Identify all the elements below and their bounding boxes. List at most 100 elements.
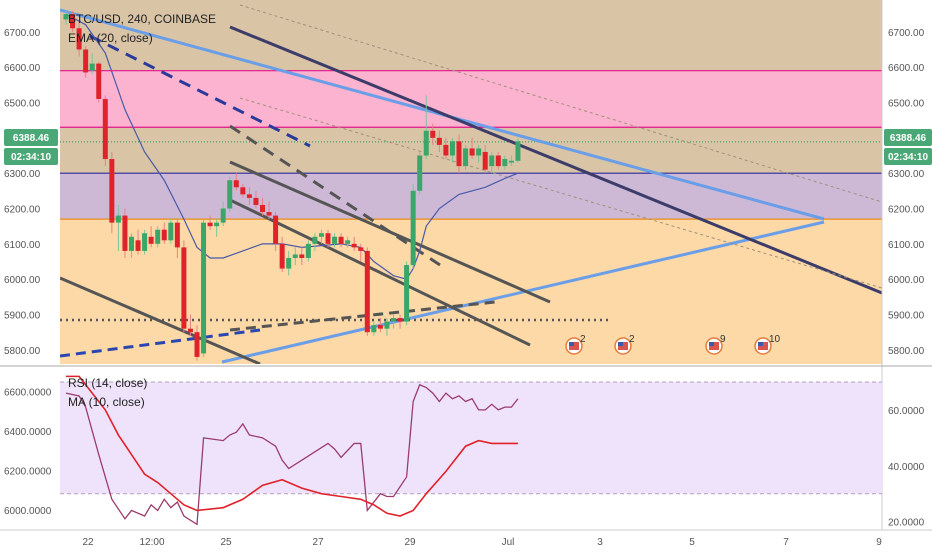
candle-body-40 — [325, 233, 331, 244]
left-countdown-label: 02:34:10 — [11, 152, 51, 163]
y-tick-right: 6600.00 — [888, 63, 925, 74]
us-flag-canton — [709, 342, 714, 346]
candle-body-53 — [410, 190, 416, 266]
candle-body-9 — [122, 215, 128, 251]
x-tick-label: 25 — [220, 537, 232, 548]
y-tick-right: 6500.00 — [888, 98, 925, 109]
candle-body-69 — [515, 141, 521, 161]
event-flag-3[interactable]: 10 — [754, 334, 781, 355]
rsi-lines — [65, 375, 519, 526]
candle-body-13 — [148, 236, 154, 244]
candle-body-26 — [233, 180, 239, 188]
rsi-y-tick-right: 60.0000 — [888, 406, 925, 417]
x-tick-label: 12:00 — [139, 537, 164, 548]
candle-body-30 — [260, 204, 265, 213]
horizontal-levels — [60, 70, 882, 220]
x-tick-label: 9 — [876, 537, 882, 548]
candle-body-16 — [168, 222, 174, 241]
left-price-badges: 6388.46 02:34:10 — [4, 129, 58, 165]
candle-body-19 — [187, 328, 193, 333]
trend-lines[interactable] — [60, 4, 882, 364]
gray-channel-bottom — [60, 276, 261, 364]
candle-body-44 — [351, 243, 357, 248]
candle-body-37 — [305, 243, 311, 258]
candle-body-63 — [476, 148, 482, 156]
x-axis-labels: 22 12:00 25 27 29 Jul 3 5 7 9 24 — [82, 537, 882, 548]
candle-body-17 — [174, 222, 180, 248]
dark-channel-top — [229, 25, 882, 295]
event-flag-0[interactable]: 2 — [565, 334, 586, 355]
rsi-y-tick-left: 6200.0000 — [4, 467, 52, 478]
candle-body-50 — [391, 318, 396, 322]
dashed-blue-desc — [89, 34, 311, 148]
candle-body-38 — [312, 236, 318, 244]
candle-body-31 — [266, 212, 272, 216]
x-tick-label: 5 — [689, 537, 695, 548]
candle-body-11 — [135, 240, 141, 251]
right-countdown-label: 02:34:10 — [888, 152, 928, 163]
candle-body-51 — [397, 318, 403, 322]
dashed-blue-line — [60, 328, 261, 358]
event-flag-1[interactable]: 2 — [614, 334, 635, 355]
candle-body-32 — [273, 215, 279, 244]
rsi-panel[interactable]: 6000.0000 6200.0000 6400.0000 6600.0000 20.0… — [4, 375, 925, 529]
rsi-y-axis-labels: 6000.0000 6200.0000 6400.0000 6600.0000 20.0… — [4, 388, 925, 529]
candle-body-60 — [456, 141, 462, 167]
candle-body-18 — [181, 247, 187, 329]
us-flag-canton — [758, 342, 763, 346]
candle-body-36 — [299, 254, 305, 258]
y-tick-right: 6300.00 — [888, 169, 925, 180]
candle-body-28 — [246, 194, 252, 198]
ema-polyline — [65, 13, 519, 280]
candle-body-1 — [70, 14, 76, 29]
y-tick-left: 6700.00 — [4, 28, 41, 39]
x-tick-label: 27 — [312, 537, 324, 548]
zone-3 — [60, 173, 882, 220]
event-flag-2[interactable]: 9 — [705, 334, 726, 355]
candle-body-48 — [377, 325, 383, 329]
candle-body-42 — [338, 236, 344, 244]
candle-body-45 — [358, 247, 364, 251]
candle-body-67 — [502, 159, 508, 167]
left-countdown-badge — [4, 148, 58, 165]
candle-body-5 — [96, 63, 102, 99]
candle-body-54 — [417, 155, 423, 191]
event-flags[interactable]: 2 2 9 10 — [565, 334, 781, 355]
flag-count-label: 9 — [720, 334, 726, 345]
x-tick-label: Jul — [502, 537, 515, 548]
candle-body-52 — [404, 265, 410, 322]
y-tick-right: 5900.00 — [888, 311, 925, 322]
candle-body-3 — [83, 49, 89, 73]
main-panel[interactable]: 2 2 9 10 — [60, 0, 882, 364]
ma-legend-label: MA (10, close) — [68, 395, 145, 409]
rsi-y-tick-left: 6000.0000 — [4, 506, 52, 517]
flag-count-label: 2 — [580, 334, 586, 345]
candle-body-14 — [155, 229, 161, 244]
thin-dashed-1 — [239, 4, 882, 203]
candle-body-41 — [332, 236, 338, 244]
candle-body-39 — [318, 233, 324, 237]
candle-body-49 — [384, 321, 390, 329]
candle-body-57 — [436, 137, 442, 145]
rsi-band-fill — [60, 381, 882, 494]
candle-body-46 — [364, 250, 370, 333]
candle-body-65 — [489, 155, 495, 167]
candle-body-15 — [161, 229, 167, 241]
ema-line — [65, 13, 519, 280]
candle-body-35 — [292, 254, 298, 258]
candle-body-27 — [240, 187, 246, 195]
x-tick-label: 7 — [783, 537, 789, 548]
candle-body-62 — [469, 148, 475, 156]
us-flag-canton — [618, 342, 623, 346]
rsi-y-tick-left: 6600.0000 — [4, 388, 52, 399]
candle-body-22 — [207, 222, 213, 227]
left-price-badge — [4, 129, 58, 146]
y-tick-left: 6600.00 — [4, 63, 41, 74]
candle-body-61 — [463, 148, 469, 167]
y-tick-left: 6500.00 — [4, 98, 41, 109]
candle-body-55 — [423, 130, 429, 156]
rsi-band — [60, 381, 882, 495]
rsi-legend-label: RSI (14, close) — [68, 376, 147, 390]
